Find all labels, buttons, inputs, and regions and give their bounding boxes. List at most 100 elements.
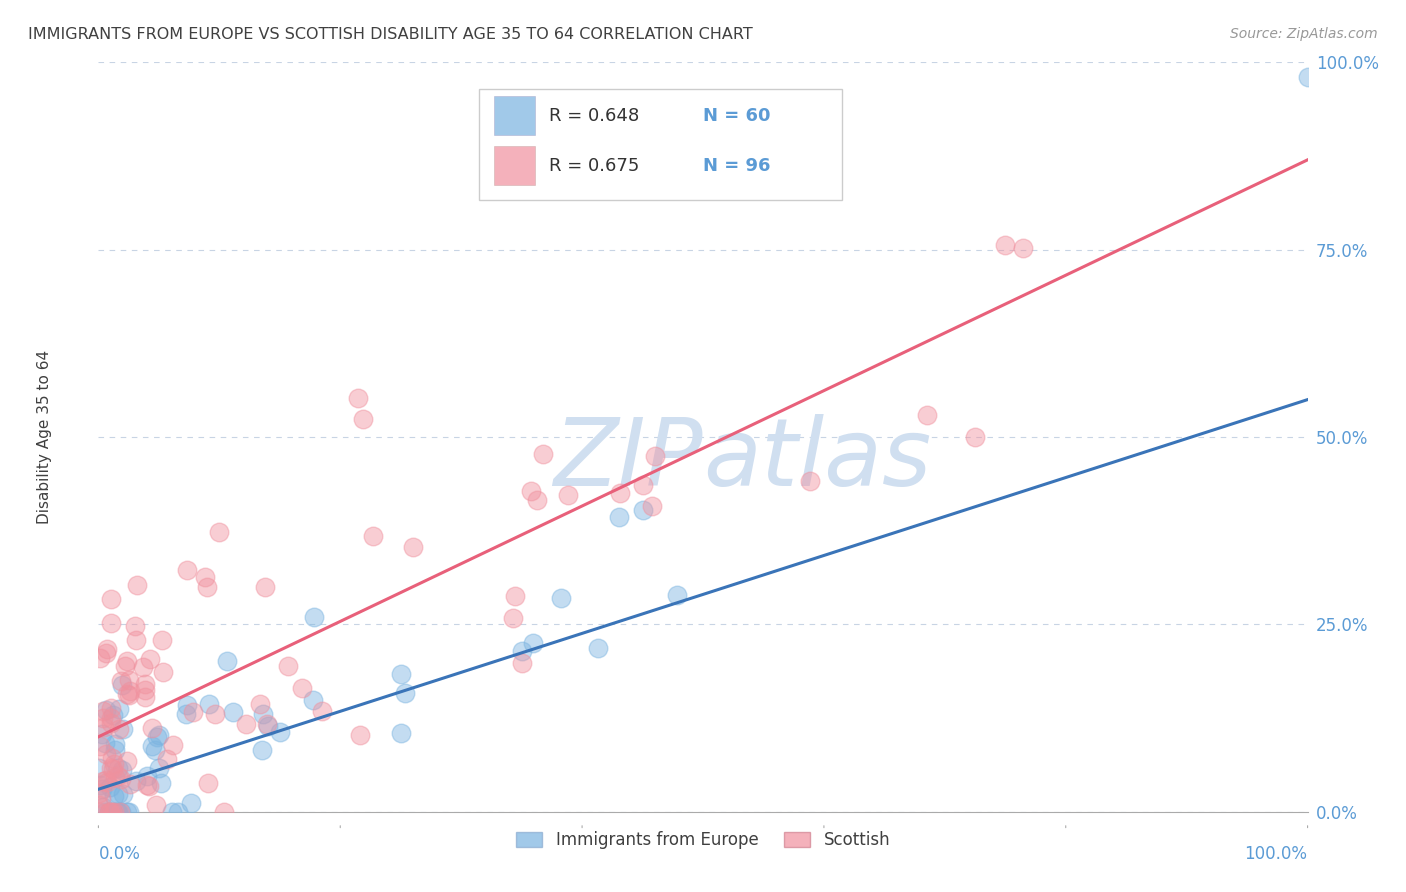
Point	[100, 805, 122, 819]
Point	[167, 805, 190, 819]
Point	[101, 751, 124, 765]
Point	[510, 145, 533, 160]
Point	[136, 778, 159, 792]
Point	[215, 654, 238, 668]
Point	[152, 665, 174, 679]
Text: IMMIGRANTS FROM EUROPE VS SCOTTISH DISABILITY AGE 35 TO 64 CORRELATION CHART: IMMIGRANTS FROM EUROPE VS SCOTTISH DISAB…	[28, 27, 752, 42]
Point	[97, 805, 120, 819]
Point	[105, 805, 128, 819]
Point	[90, 791, 112, 805]
Point	[965, 430, 987, 444]
Point	[557, 488, 579, 502]
Point	[134, 683, 156, 698]
Point	[111, 763, 134, 777]
Point	[503, 589, 526, 603]
Point	[107, 761, 129, 775]
Point	[311, 704, 333, 718]
Point	[120, 777, 142, 791]
Point	[94, 772, 117, 787]
Point	[117, 805, 139, 819]
Point	[522, 636, 544, 650]
Point	[302, 610, 325, 624]
Point	[114, 658, 136, 673]
Point	[176, 563, 198, 577]
Point	[150, 775, 173, 789]
Point	[141, 721, 163, 735]
Point	[394, 686, 416, 700]
Point	[101, 805, 124, 819]
Point	[249, 697, 271, 711]
Point	[110, 772, 132, 786]
Point	[125, 578, 148, 592]
Text: Source: ZipAtlas.com: Source: ZipAtlas.com	[1230, 27, 1378, 41]
Point	[212, 805, 235, 819]
Point	[124, 619, 146, 633]
Point	[799, 474, 821, 488]
Point	[141, 739, 163, 753]
Point	[160, 805, 183, 819]
Point	[352, 412, 374, 426]
Point	[198, 698, 221, 712]
FancyBboxPatch shape	[494, 96, 534, 135]
Point	[204, 707, 226, 722]
Point	[252, 707, 274, 722]
Point	[120, 684, 142, 698]
Point	[181, 705, 204, 719]
Point	[104, 737, 127, 751]
Text: R = 0.675: R = 0.675	[550, 157, 640, 175]
Point	[94, 703, 117, 717]
Point	[101, 762, 124, 776]
Point	[91, 711, 114, 725]
Point	[520, 483, 543, 498]
Point	[139, 652, 162, 666]
Text: 0.0%: 0.0%	[98, 846, 141, 863]
Point	[110, 673, 132, 688]
Point	[195, 580, 218, 594]
Point	[361, 529, 384, 543]
Point	[115, 755, 138, 769]
Point	[89, 651, 111, 665]
Point	[665, 588, 688, 602]
Point	[402, 540, 425, 554]
Point	[107, 805, 129, 819]
Point	[349, 728, 371, 742]
Point	[87, 761, 110, 775]
Point	[98, 805, 121, 819]
Text: R = 0.648: R = 0.648	[550, 107, 640, 125]
Point	[87, 797, 110, 812]
Point	[107, 769, 129, 783]
Point	[110, 805, 132, 819]
Point	[253, 580, 276, 594]
Point	[208, 524, 231, 539]
Point	[91, 800, 114, 814]
Point	[389, 666, 412, 681]
Point	[115, 687, 138, 701]
Point	[135, 768, 157, 782]
Point	[256, 717, 278, 731]
Point	[607, 509, 630, 524]
Point	[531, 447, 554, 461]
Point	[101, 707, 124, 722]
Point	[269, 724, 291, 739]
Point	[510, 644, 533, 658]
Point	[641, 499, 664, 513]
Point	[145, 798, 167, 813]
Text: 100.0%: 100.0%	[1244, 846, 1308, 863]
Point	[108, 723, 131, 737]
Point	[118, 673, 141, 688]
Point	[162, 739, 184, 753]
Point	[93, 720, 115, 734]
Point	[631, 503, 654, 517]
Point	[108, 805, 131, 819]
Point	[150, 633, 173, 648]
Point	[346, 391, 368, 405]
Point	[389, 726, 412, 740]
Point	[96, 642, 118, 657]
Point	[146, 731, 169, 745]
Point	[90, 781, 112, 796]
Point	[138, 780, 160, 794]
Point	[89, 786, 111, 800]
Point	[609, 486, 631, 500]
Point	[125, 773, 148, 788]
Point	[235, 717, 257, 731]
